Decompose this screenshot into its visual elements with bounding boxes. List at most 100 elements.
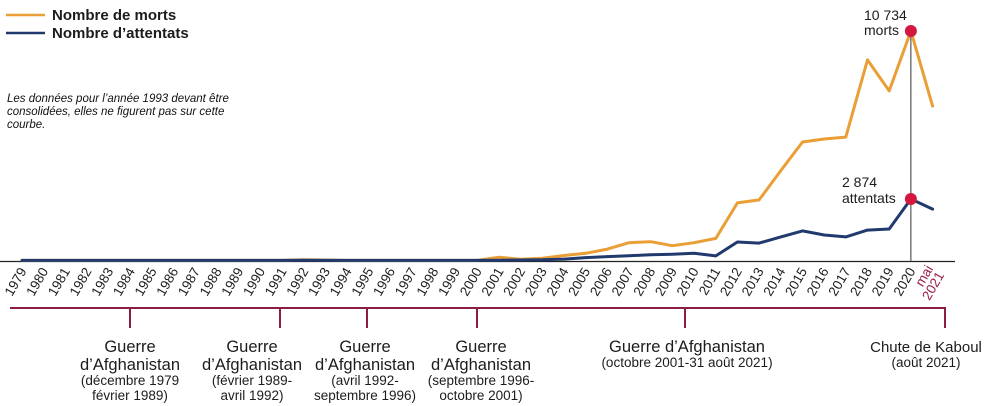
chart-note: Les données pour l’année 1993 devant êtr…	[7, 93, 229, 131]
data-point-attentats	[42, 259, 45, 262]
data-point-morts	[692, 241, 696, 244]
x-tick-label: 2006	[587, 265, 615, 299]
peak-annotation-morts: 10 734 morts	[864, 7, 907, 38]
x-tick-label: 1981	[45, 265, 73, 299]
data-point-attentats	[237, 259, 241, 262]
legend-label-morts: Nombre de morts	[52, 7, 176, 24]
period-date-line: (décembre 1979	[81, 373, 179, 388]
period-title-line: d’Afghanistan	[202, 356, 302, 374]
data-point-attentats	[606, 255, 609, 258]
data-point-attentats	[280, 259, 284, 262]
x-tick-label: 1979	[2, 265, 30, 299]
x-tick-label: 1987	[175, 265, 203, 299]
x-tick-label: 1985	[132, 265, 160, 299]
data-point-attentats	[801, 229, 804, 233]
period-label: Chute de Kaboul(août 2021)	[870, 339, 982, 370]
x-tick-label: 1990	[240, 265, 268, 299]
data-point-attentats	[107, 259, 110, 262]
legend: Nombre de morts Nombre d’attentats	[6, 7, 189, 42]
data-point-attentats	[562, 257, 566, 261]
data-point-morts	[606, 247, 609, 251]
data-point-attentats	[671, 252, 674, 256]
x-tick-label: 2007	[609, 265, 637, 299]
note-line: courbe.	[7, 119, 45, 131]
x-tick-label: 1995	[348, 265, 376, 299]
x-tick-label: 1988	[197, 265, 225, 299]
period-date-line: (février 1989-	[212, 373, 292, 388]
data-point-attentats	[584, 256, 587, 259]
x-tick-label: 2013	[739, 265, 767, 299]
period-date-line: (avril 1992-	[331, 373, 399, 388]
period-date-line: octobre 2001)	[439, 388, 522, 403]
data-point-attentats	[172, 259, 176, 262]
data-point-morts	[714, 237, 718, 240]
x-tick-label: 2002	[500, 265, 528, 299]
data-point-morts	[757, 198, 761, 202]
data-point-attentats	[887, 227, 891, 231]
x-tick-label: 1997	[392, 265, 420, 299]
data-point-attentats	[302, 258, 306, 262]
x-tick-label: 2019	[869, 265, 897, 299]
data-point-attentats	[476, 259, 479, 262]
data-point-morts	[584, 252, 587, 255]
period-title-line: Guerre d’Afghanistan	[609, 338, 765, 356]
data-point-morts	[779, 169, 783, 172]
x-tick-label: 1982	[67, 265, 95, 299]
peak-marker-attentats	[904, 192, 917, 205]
data-point-attentats	[519, 258, 522, 262]
x-tick-label: 1996	[370, 265, 398, 299]
period-date-line: février 1989)	[92, 388, 168, 403]
x-tick-label: 2017	[825, 265, 853, 299]
data-point-attentats	[497, 258, 501, 262]
note-line: consolidées, elles ne figurent pas sur c…	[7, 106, 224, 118]
peak-unit-label: attentats	[842, 190, 896, 206]
peak-annotation-attentats: 2 874 attentats	[842, 174, 896, 206]
x-tick-label: mai2021	[908, 263, 947, 303]
x-tick-label: 1998	[414, 265, 442, 299]
data-point-attentats	[866, 228, 869, 232]
period-title-line: d’Afghanistan	[431, 356, 531, 374]
data-point-attentats	[692, 252, 696, 255]
x-tick-label: 2005	[565, 265, 593, 299]
data-point-attentats	[757, 241, 761, 245]
data-point-attentats	[389, 259, 392, 262]
data-point-attentats	[714, 254, 718, 258]
x-tick-label: 1999	[435, 265, 463, 299]
period-title-line: Guerre	[104, 338, 155, 356]
period-title-line: Chute de Kaboul	[870, 339, 982, 356]
data-point-morts	[649, 240, 652, 243]
data-point-attentats	[931, 207, 934, 211]
peak-value-label: 2 874	[842, 174, 877, 190]
note-line: Les données pour l’année 1993 devant êtr…	[7, 93, 229, 105]
data-point-attentats	[779, 235, 783, 239]
data-point-morts	[801, 140, 804, 144]
data-point-morts	[931, 104, 934, 108]
x-tick-label: 2008	[630, 265, 658, 299]
x-tick-label: 2018	[847, 265, 875, 299]
data-point-morts	[627, 241, 631, 244]
period-date-line: septembre 1996)	[314, 388, 416, 403]
period-label: Guerre d’Afghanistan(octobre 2001-31 aoû…	[601, 338, 772, 370]
data-point-attentats	[367, 259, 371, 262]
period-date-line: (octobre 2001-31 août 2021)	[601, 355, 772, 370]
period-title-line: d’Afghanistan	[80, 356, 180, 374]
series-line-attentats	[20, 197, 935, 262]
peak-unit-label: morts	[864, 22, 899, 38]
data-point-attentats	[129, 259, 132, 262]
period-title-line: Guerre	[339, 338, 390, 356]
data-point-morts	[736, 201, 739, 205]
series-lines	[20, 29, 935, 262]
data-point-attentats	[844, 235, 848, 239]
data-point-attentats	[822, 233, 826, 237]
x-tick-label: 1980	[23, 265, 51, 299]
data-point-attentats	[345, 259, 349, 262]
data-point-morts	[497, 255, 501, 259]
x-tick-label: 1993	[305, 265, 333, 299]
highlight-markers	[904, 24, 917, 205]
data-point-attentats	[454, 259, 457, 262]
